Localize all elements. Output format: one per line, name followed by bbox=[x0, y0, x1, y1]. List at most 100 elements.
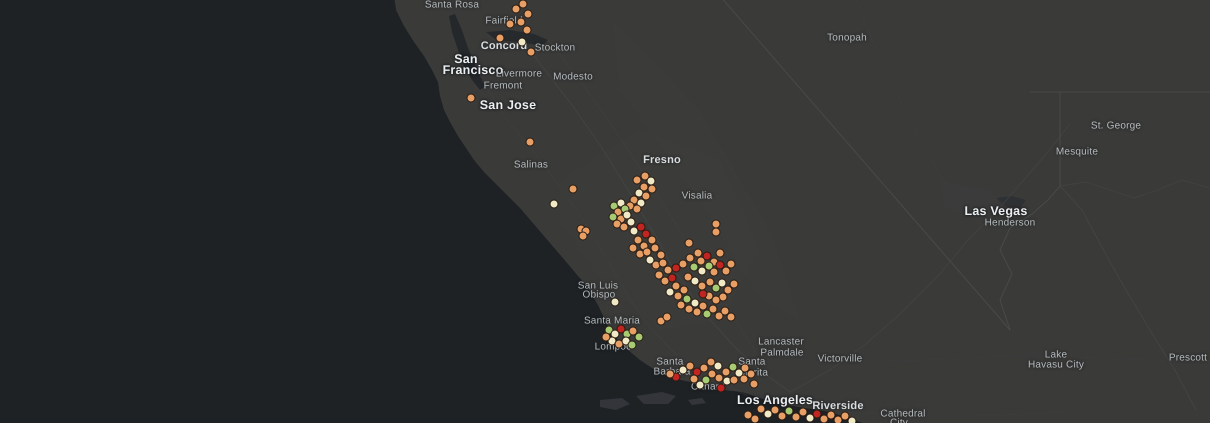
map-data-marker[interactable] bbox=[711, 283, 721, 293]
map-data-marker[interactable] bbox=[715, 248, 725, 258]
map-data-marker[interactable] bbox=[632, 175, 642, 185]
map-data-marker[interactable] bbox=[715, 260, 725, 270]
map-data-marker[interactable] bbox=[627, 340, 637, 350]
map-data-marker[interactable] bbox=[658, 258, 668, 268]
map-data-marker[interactable] bbox=[619, 222, 629, 232]
map-data-marker[interactable] bbox=[791, 412, 801, 422]
map-data-marker[interactable] bbox=[641, 229, 651, 239]
map-data-marker[interactable] bbox=[578, 231, 588, 241]
map-data-marker[interactable] bbox=[511, 4, 521, 14]
map-data-marker[interactable] bbox=[628, 243, 638, 253]
map-data-marker[interactable] bbox=[549, 199, 559, 209]
map-data-marker[interactable] bbox=[714, 311, 724, 321]
map-data-marker[interactable] bbox=[698, 289, 708, 299]
map-data-marker[interactable] bbox=[702, 309, 712, 319]
map-data-marker[interactable] bbox=[734, 368, 744, 378]
map-data-marker[interactable] bbox=[749, 379, 759, 389]
map-data-marker[interactable] bbox=[713, 361, 723, 371]
map-data-marker[interactable] bbox=[610, 297, 620, 307]
map-data-marker[interactable] bbox=[699, 363, 709, 373]
map-data-marker[interactable] bbox=[726, 259, 736, 269]
map-data-marker[interactable] bbox=[645, 255, 655, 265]
map-data-marker[interactable] bbox=[690, 276, 700, 286]
map-data-marker[interactable] bbox=[743, 410, 753, 420]
map-data-marker[interactable] bbox=[518, 0, 528, 9]
map-data-marker[interactable] bbox=[770, 405, 780, 415]
map-data-marker[interactable] bbox=[517, 37, 527, 47]
map-data-marker[interactable] bbox=[640, 171, 650, 181]
map-data-marker[interactable] bbox=[692, 307, 702, 317]
map-data-marker[interactable] bbox=[746, 369, 756, 379]
map-data-marker[interactable] bbox=[636, 222, 646, 232]
map-data-marker[interactable] bbox=[702, 251, 712, 261]
map-data-marker[interactable] bbox=[847, 416, 857, 423]
map-data-marker[interactable] bbox=[717, 278, 727, 288]
map-place-label: Fremont bbox=[483, 80, 523, 92]
map-data-marker[interactable] bbox=[632, 204, 642, 214]
map-data-marker[interactable] bbox=[711, 227, 721, 237]
map-data-marker[interactable] bbox=[729, 279, 739, 289]
map-data-marker[interactable] bbox=[466, 93, 476, 103]
map-data-marker[interactable] bbox=[673, 291, 683, 301]
terrain-coast-range bbox=[495, 110, 640, 310]
map-place-label: Riverside bbox=[812, 400, 864, 412]
map-data-marker[interactable] bbox=[685, 361, 695, 371]
map-data-marker[interactable] bbox=[641, 191, 651, 201]
map-data-marker[interactable] bbox=[695, 380, 705, 390]
map-data-marker[interactable] bbox=[720, 306, 730, 316]
map-data-marker[interactable] bbox=[662, 312, 672, 322]
map-data-marker[interactable] bbox=[728, 362, 738, 372]
map-data-marker[interactable] bbox=[568, 184, 578, 194]
map-data-marker[interactable] bbox=[679, 285, 689, 295]
map-data-marker[interactable] bbox=[654, 270, 664, 280]
map-data-marker[interactable] bbox=[516, 17, 526, 27]
map-data-marker[interactable] bbox=[689, 374, 699, 384]
map-data-marker[interactable] bbox=[616, 324, 626, 334]
map-data-marker[interactable] bbox=[840, 411, 850, 421]
map-data-marker[interactable] bbox=[650, 243, 660, 253]
map-data-marker[interactable] bbox=[798, 407, 808, 417]
map-data-marker[interactable] bbox=[525, 137, 535, 147]
map-data-marker[interactable] bbox=[721, 266, 731, 276]
map-data-marker[interactable] bbox=[704, 261, 714, 271]
map-data-marker[interactable] bbox=[693, 248, 703, 258]
map-data-marker[interactable] bbox=[812, 409, 822, 419]
map-data-marker[interactable] bbox=[726, 312, 736, 322]
map-data-marker[interactable] bbox=[701, 375, 711, 385]
map-data-marker[interactable] bbox=[671, 263, 681, 273]
map-data-marker[interactable] bbox=[721, 367, 731, 377]
map-data-marker[interactable] bbox=[729, 375, 739, 385]
map-data-marker[interactable] bbox=[739, 374, 749, 384]
map-data-marker[interactable] bbox=[684, 238, 694, 248]
map-data-marker[interactable] bbox=[777, 411, 787, 421]
map-data-marker[interactable] bbox=[708, 304, 718, 314]
map-data-marker[interactable] bbox=[826, 410, 836, 420]
map-data-marker[interactable] bbox=[522, 25, 532, 35]
map-data-marker[interactable] bbox=[505, 19, 515, 29]
map-data-marker[interactable] bbox=[526, 47, 536, 57]
map-data-marker[interactable] bbox=[784, 406, 794, 416]
map-data-marker[interactable] bbox=[716, 383, 726, 393]
map-data-marker[interactable] bbox=[705, 277, 715, 287]
map-data-marker[interactable] bbox=[696, 256, 706, 266]
highway-sierra-crest bbox=[627, 29, 807, 321]
map-data-marker[interactable] bbox=[740, 363, 750, 373]
map-data-marker[interactable] bbox=[709, 267, 719, 277]
map-data-marker[interactable] bbox=[523, 9, 533, 19]
map-place-label: St. George bbox=[1090, 120, 1142, 132]
map-data-marker[interactable] bbox=[756, 404, 766, 414]
map-data-marker[interactable] bbox=[626, 217, 636, 227]
map-data-marker[interactable] bbox=[711, 295, 721, 305]
map-data-marker[interactable] bbox=[665, 369, 675, 379]
map-data-marker[interactable] bbox=[633, 235, 643, 245]
map-data-marker[interactable] bbox=[634, 332, 644, 342]
map-data-marker[interactable] bbox=[495, 33, 505, 43]
map-data-marker[interactable] bbox=[647, 184, 657, 194]
map-data-marker[interactable] bbox=[601, 332, 611, 342]
map-data-marker[interactable] bbox=[628, 326, 638, 336]
map-data-marker[interactable] bbox=[685, 253, 695, 263]
map-data-marker[interactable] bbox=[697, 266, 707, 276]
map-data-marker[interactable] bbox=[723, 285, 733, 295]
